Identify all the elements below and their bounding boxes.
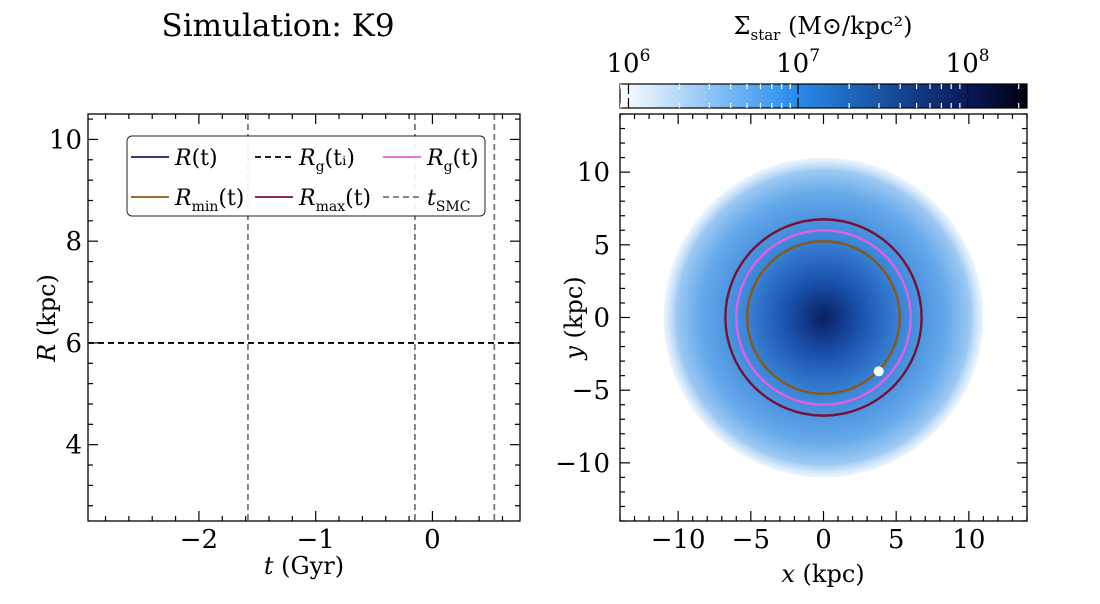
legend-item: tSMC bbox=[383, 186, 470, 215]
x-tick-label: −1 bbox=[297, 525, 335, 555]
chart-title: Simulation: K9 bbox=[161, 8, 394, 44]
y-tick-label: 4 bbox=[65, 431, 82, 461]
legend-label: Rg(tᵢ) bbox=[298, 146, 355, 175]
y-tick-label: −10 bbox=[555, 449, 610, 479]
legend-item: Rmin(t) bbox=[131, 186, 244, 215]
legend-label: Rmin(t) bbox=[174, 186, 244, 215]
legend-label: Rmax(t) bbox=[298, 186, 371, 215]
x-axis-label: x (kpc) bbox=[781, 560, 864, 588]
colorbar-tick-label: 106 bbox=[607, 46, 651, 79]
legend-label: R(t) bbox=[174, 146, 218, 171]
legend-item: Rmax(t) bbox=[255, 186, 371, 215]
star-particle-marker bbox=[873, 366, 884, 377]
legend-box bbox=[126, 135, 486, 217]
x-tick-label: −10 bbox=[651, 525, 706, 555]
x-tick-label: 5 bbox=[888, 525, 905, 555]
x-tick-label: 0 bbox=[424, 525, 441, 555]
colorbar-tick-label: 108 bbox=[946, 46, 990, 79]
y-tick-label: 10 bbox=[577, 158, 610, 188]
y-axis-label: R (kpc) bbox=[33, 274, 61, 363]
y-tick-label: 0 bbox=[593, 304, 610, 334]
stellar-density-map bbox=[663, 157, 984, 478]
rmin-circle bbox=[745, 239, 902, 396]
y-tick-label: −5 bbox=[572, 376, 610, 406]
colorbar-tick-label: 107 bbox=[776, 46, 820, 79]
y-axis-label: y (kpc) bbox=[560, 276, 588, 360]
rmax-circle bbox=[724, 218, 923, 417]
legend-item: R(t) bbox=[131, 146, 218, 171]
x-axis-label: t (Gyr) bbox=[264, 552, 344, 580]
colorbar-label: Σstar (M⊙/kpc²) bbox=[734, 12, 913, 44]
y-tick-label: 8 bbox=[65, 227, 82, 257]
y-tick-label: 5 bbox=[593, 231, 610, 261]
y-tick-label: 10 bbox=[49, 125, 82, 155]
rg-circle bbox=[735, 229, 912, 406]
legend-label: tSMC bbox=[427, 186, 470, 215]
legend-label: Rg(t) bbox=[426, 146, 479, 175]
x-tick-label: −5 bbox=[732, 525, 770, 555]
right-plot-panel: Σstar (M⊙/kpc²) 106 107 108 −10 −5 0 5 10 −10 −5… bbox=[555, 12, 1028, 588]
x-tick-label: −2 bbox=[180, 525, 218, 555]
x-tick-label: 0 bbox=[815, 525, 832, 555]
colorbar bbox=[619, 83, 1028, 109]
y-tick-label: 6 bbox=[65, 329, 82, 359]
legend-item: Rg(t) bbox=[383, 146, 479, 175]
x-tick-label: 10 bbox=[952, 525, 985, 555]
legend: R(t) Rg(tᵢ) Rg(t) Rmin(t) Rmax(t) tSMC bbox=[126, 135, 486, 217]
legend-item: Rg(tᵢ) bbox=[255, 146, 355, 175]
left-plot-panel: Simulation: K9 −2 −1 0 4 6 8 10 R(t) Rg(tᵢ) Rg(t… bbox=[33, 8, 521, 580]
left-plot-frame bbox=[87, 113, 521, 522]
